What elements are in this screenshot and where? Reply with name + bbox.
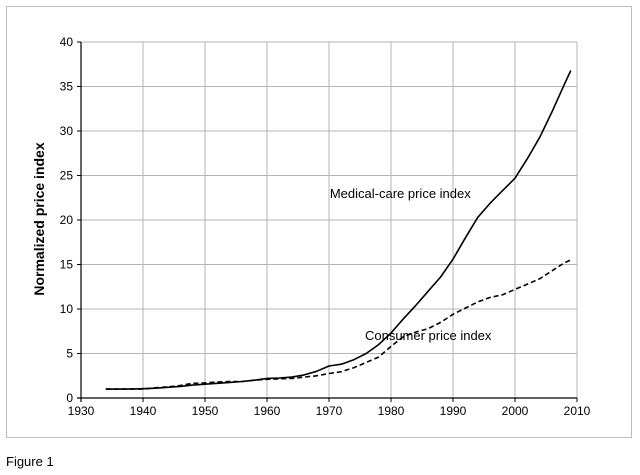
x-tick-label: 1980 (378, 404, 405, 418)
labels: Medical-care price index Consumer price i… (330, 186, 492, 343)
y-axis-label: Normalized price index (31, 142, 47, 295)
y-tick-label: 30 (60, 124, 74, 138)
medical-care-price-line (105, 70, 572, 390)
y-tick-label: 25 (60, 169, 74, 183)
consumer-price-line (105, 259, 572, 390)
x-tick-label: 2010 (564, 404, 591, 418)
chart-frame (6, 6, 632, 438)
grid (80, 41, 578, 399)
x-tick-label: 2000 (502, 404, 529, 418)
y-tick-label: 40 (60, 35, 74, 49)
x-tick-label: 1950 (192, 404, 219, 418)
y-tick-label: 10 (60, 302, 74, 316)
axes: 0 5 10 15 20 25 30 35 40 1930 1940 1950 1960 1970 1980… (60, 35, 591, 418)
x-tick-label: 1930 (68, 404, 95, 418)
y-tick-label: 5 (66, 347, 73, 361)
consumer-series-label: Consumer price index (365, 328, 492, 343)
x-tick-label: 1960 (254, 404, 281, 418)
y-tick-label: 35 (60, 80, 74, 94)
series-lines (105, 70, 572, 390)
x-tick-label: 1970 (316, 404, 343, 418)
x-tick-label: 1990 (440, 404, 467, 418)
y-tick-label: 20 (60, 213, 74, 227)
y-tick-label: 0 (66, 391, 73, 405)
y-tick-label: 15 (60, 258, 74, 272)
medical-care-series-label: Medical-care price index (330, 186, 471, 201)
figure-caption: Figure 1 (6, 454, 54, 469)
x-tick-label: 1940 (130, 404, 157, 418)
